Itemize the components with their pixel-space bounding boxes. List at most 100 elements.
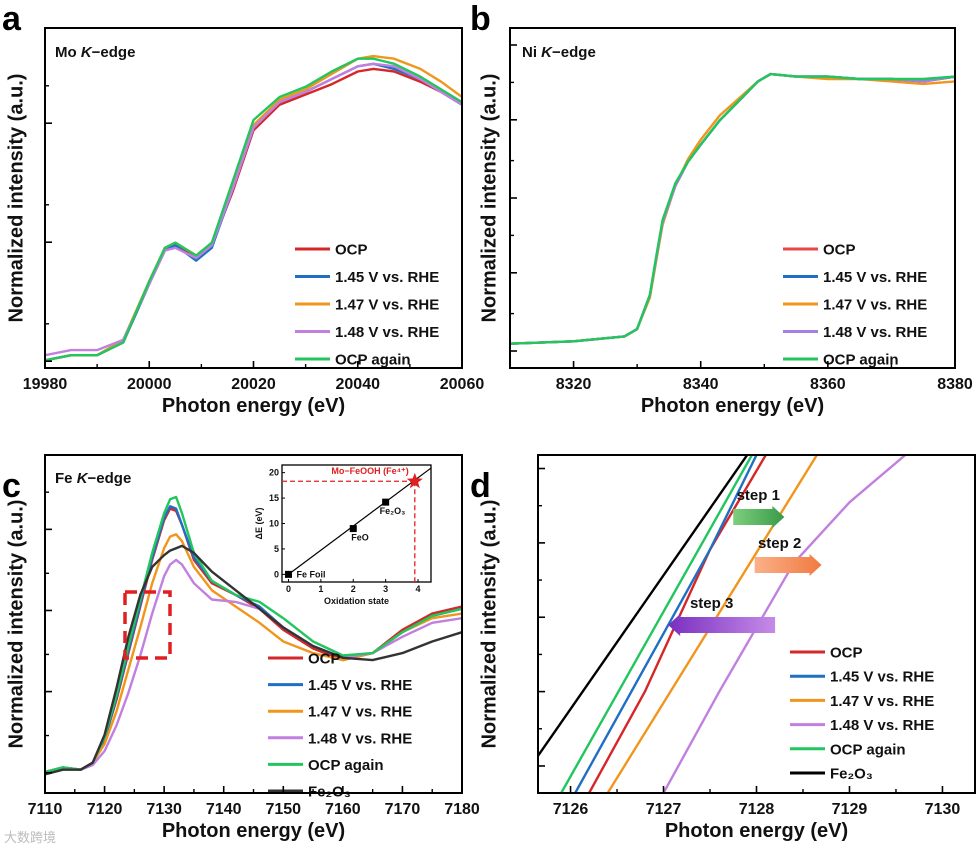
title-element: Mo xyxy=(55,44,81,61)
x-axis-label: Photon energy (eV) xyxy=(162,395,345,417)
x-axis-label: Photon energy (eV) xyxy=(665,820,848,842)
legend-label: OCP xyxy=(335,242,368,259)
inset-point xyxy=(382,498,390,506)
legend-label: OCP again xyxy=(335,352,411,369)
legend-label: 1.47 V vs. RHE xyxy=(308,704,412,721)
inset-point-label: Fe₂O₃ xyxy=(380,506,406,516)
y-axis-label: Normalized intensity (a.u.) xyxy=(478,500,500,749)
panel-title: Fe K−edge xyxy=(55,470,131,487)
inset-y-tick-label: 20 xyxy=(269,468,279,478)
inset-x-tick-label: 1 xyxy=(318,584,323,594)
title-element: Ni xyxy=(522,44,541,61)
legend-label: 1.48 V vs. RHE xyxy=(823,324,927,341)
panel-title: Mo K−edge xyxy=(55,44,135,61)
x-tick-label: 7110 xyxy=(28,801,63,818)
legend-label: OCP again xyxy=(823,352,899,369)
title-edge: K xyxy=(77,470,89,487)
series-group xyxy=(510,72,955,345)
inset-x-tick-label: 4 xyxy=(416,584,421,594)
inset-highlight-label: Mo−FeOOH (Fe⁴⁺) xyxy=(331,466,408,476)
x-tick-label: 7120 xyxy=(87,801,123,818)
panel-letter: c xyxy=(2,467,21,505)
x-tick-label: 7140 xyxy=(206,801,242,818)
legend-label: 1.45 V vs. RHE xyxy=(308,677,412,694)
x-tick-label: 7128 xyxy=(739,801,775,818)
series-line-1 xyxy=(574,455,758,793)
legend-label: 1.45 V vs. RHE xyxy=(830,669,934,686)
x-tick-label: 7180 xyxy=(444,801,480,818)
legend-label: OCP xyxy=(830,645,863,662)
title-edge: K xyxy=(541,44,553,61)
x-tick-label: 20060 xyxy=(440,376,485,393)
series-line-1 xyxy=(45,62,462,362)
inset-y-tick-label: 15 xyxy=(269,493,279,503)
panel-letter: b xyxy=(470,0,491,38)
x-tick-label: 20000 xyxy=(127,376,172,393)
inset-y-label: ΔE (eV) xyxy=(254,508,264,540)
legend-label: OCP xyxy=(308,651,341,668)
series-line-4 xyxy=(560,455,754,793)
series-line-4 xyxy=(510,72,955,345)
panel-b: OCP 1.45 V vs. RHE 1.47 V vs. RHE 1.48 V vs… xyxy=(470,0,973,417)
x-tick-label: 7130 xyxy=(146,801,182,818)
inset-point xyxy=(284,570,292,578)
title-suffix: −edge xyxy=(552,44,596,61)
x-axis-label: Photon energy (eV) xyxy=(641,395,824,417)
step-label: step 1 xyxy=(737,487,780,504)
legend-label: 1.48 V vs. RHE xyxy=(308,730,412,747)
x-tick-label: 19980 xyxy=(23,376,68,393)
x-tick-label: 7160 xyxy=(325,801,361,818)
inset-point-label: Fe Foil xyxy=(296,569,325,579)
y-axis-label: Normalized intensity (a.u.) xyxy=(5,500,27,749)
legend-label: 1.45 V vs. RHE xyxy=(823,269,927,286)
inset-y-tick-label: 5 xyxy=(274,544,279,554)
inset-x-tick-label: 2 xyxy=(351,584,356,594)
x-tick-label: 20020 xyxy=(231,376,276,393)
x-tick-label: 7150 xyxy=(265,801,301,818)
y-axis-label: Normalized intensity (a.u.) xyxy=(478,74,500,323)
legend-label: OCP again xyxy=(308,757,384,774)
y-axis-label: Normalized intensity (a.u.) xyxy=(5,74,27,323)
inset-fit-line xyxy=(288,467,432,575)
series-line-0 xyxy=(45,67,462,362)
inset-point-label: FeO xyxy=(351,533,369,543)
step-arrow-3 xyxy=(668,614,776,636)
x-tick-label: 7127 xyxy=(646,801,682,818)
plot-frame xyxy=(44,27,463,369)
legend-label: 1.45 V vs. RHE xyxy=(335,269,439,286)
highlight-box xyxy=(123,590,172,660)
panel-letter: d xyxy=(470,467,491,505)
x-tick-label: 20040 xyxy=(336,376,381,393)
title-suffix: −edge xyxy=(88,470,132,487)
legend-label: 1.48 V vs. RHE xyxy=(830,717,934,734)
inset-point xyxy=(349,525,357,533)
panel-d: OCP 1.45 V vs. RHE 1.47 V vs. RHE 1.48 V vs… xyxy=(470,454,976,842)
step-arrow-1 xyxy=(733,506,785,528)
legend-label: OCP again xyxy=(830,741,906,758)
legend-label: OCP xyxy=(823,242,856,259)
legend-label: Fe₂O₃ xyxy=(830,766,873,783)
legend-label: 1.47 V vs. RHE xyxy=(335,297,439,314)
series-line-2 xyxy=(45,54,462,362)
x-tick-label: 7126 xyxy=(553,801,589,818)
title-element: Fe xyxy=(55,470,77,487)
title-edge: K xyxy=(81,44,93,61)
step-label: step 3 xyxy=(690,595,733,612)
panel-title: Ni K−edge xyxy=(522,44,596,61)
legend-label: 1.48 V vs. RHE xyxy=(335,324,439,341)
title-suffix: −edge xyxy=(92,44,136,61)
inset-x-tick-label: 3 xyxy=(383,584,388,594)
series-line-5 xyxy=(45,544,462,776)
step-label: step 2 xyxy=(758,535,801,552)
legend-label: 1.47 V vs. RHE xyxy=(823,297,927,314)
x-tick-label: 7129 xyxy=(832,801,868,818)
series-group xyxy=(45,495,462,776)
x-tick-label: 7130 xyxy=(925,801,961,818)
x-tick-label: 8320 xyxy=(556,376,592,393)
watermark: 大数跨境 xyxy=(4,830,56,845)
inset-star-marker xyxy=(406,472,423,489)
x-tick-label: 8380 xyxy=(937,376,973,393)
panel-letter: a xyxy=(2,0,22,38)
x-axis-label: Photon energy (eV) xyxy=(162,820,345,842)
series-group xyxy=(45,54,462,362)
